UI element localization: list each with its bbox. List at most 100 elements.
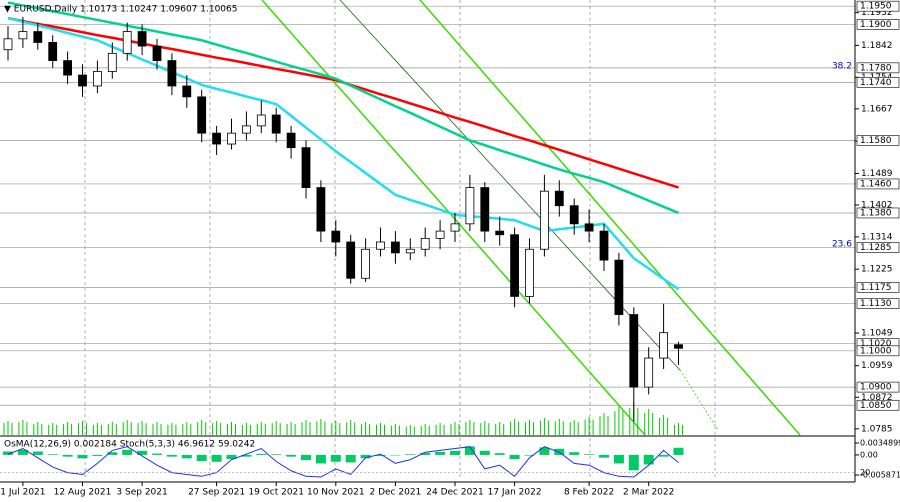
y-tick-label: 1.1314 [861,232,893,242]
channel-line [419,0,801,436]
x-tick-label: 10 Nov 2021 [307,488,365,498]
osma-bar [256,453,267,455]
osma-bar [286,454,297,457]
plot [3,1,684,478]
indicator-title: OsMA(12,26,9) 0.002184 Stoch(5,3,3) 46.9… [4,440,255,450]
osma-bar [628,454,639,471]
osma-bar [673,447,684,455]
x-tick-label: 12 Aug 2021 [54,488,112,498]
candle-body [78,74,87,87]
level-box [856,381,900,393]
level-label: 1.1950 [860,2,892,12]
candle-body [137,31,147,47]
y-tick-label: 1.1932 [861,8,893,18]
x-tick-label: 19 Oct 2021 [248,488,304,498]
x-tick-label: 1 Jul 2021 [0,488,45,498]
y-tick-label: 1.1225 [861,265,893,275]
trend-lines [261,0,801,436]
osma-bar [435,451,446,455]
x-tick-label: 2 Mar 2022 [623,488,674,498]
level-box [856,282,900,293]
osma-bar [137,450,148,455]
candle-body [167,60,177,87]
osma-bar [658,454,669,457]
level-label: 1.1580 [860,136,892,146]
candle-body [644,357,654,388]
level-box [856,178,900,190]
osma-bar [613,454,624,464]
osma-bar [464,446,475,455]
level-label: 1.0850 [860,401,892,411]
osma-bar [375,454,386,456]
osma-bar [92,454,103,456]
osma-bar [62,454,73,457]
osma-bar [152,453,162,455]
chart-title: ▼ EURUSD,Daily 1.10173 1.10247 1.09607 1… [4,5,238,15]
candle-body [405,248,415,254]
y-tick-label: 1.1667 [861,104,893,114]
fib-label: 23.6 [832,240,852,250]
candle-body [569,205,579,225]
x-tick-label: 17 Jan 2022 [488,488,542,498]
osma-bar [196,454,207,462]
candle-body [301,147,311,188]
level-label: 1.1780 [860,63,892,73]
osma-tick-label: -0.0058710 [860,471,900,480]
candle-body [525,248,534,297]
osma-bar [450,450,460,455]
y-tick-label: 1.1842 [861,41,893,51]
candle-body [584,223,594,232]
osma-bar [599,454,609,458]
candle-body [510,234,520,297]
osma-bar [405,454,416,455]
candle-body [256,114,266,127]
candle-body [495,230,505,236]
candle-body [376,241,385,250]
level-label: 1.1130 [860,299,892,309]
osma-bar [643,454,654,465]
candle-body [107,52,117,72]
x-tick-label: 2 Dec 2021 [370,488,422,498]
level-label: 1.1175 [860,283,892,293]
channel-line [261,0,646,436]
osma-bar [360,454,371,459]
osma-bar [569,452,580,455]
candle-body [346,241,356,279]
level-box [856,19,900,30]
osma-bar [271,454,282,455]
candle-body [271,114,281,134]
osma-bar [539,447,550,455]
x-tick-label: 27 Sep 2021 [188,488,245,498]
candle-body [420,237,430,250]
candle-body [316,187,326,232]
x-tick-label: 3 Sep 2021 [116,488,167,498]
candle-body [227,132,236,145]
moving-average [7,1,679,215]
osma-bar [330,454,341,462]
osma-bar [494,453,505,455]
osma-bar [420,452,431,455]
osma-bar [166,454,177,457]
level-box [856,135,900,146]
level-label: 1.1020 [860,339,892,349]
candle-body [599,230,609,261]
candle-body [614,259,624,315]
candle-body [18,31,28,40]
level-label: 1.1285 [860,243,892,253]
osma-bar [181,454,192,459]
level-box [856,62,900,74]
candle-body [241,125,251,134]
candle-body [33,31,43,43]
candle-body [122,31,132,54]
candle-body [212,132,222,145]
osma-bar [301,454,311,461]
level-label: 1.1740 [860,78,892,88]
osma-bar [390,454,401,456]
candle-body [450,223,460,232]
stoch-tick-label: 20 [860,468,870,477]
osma-bar [122,449,133,455]
y-tick-label: 1.1489 [861,169,893,179]
candle-body [3,38,13,51]
y-tick-label: 1.0872 [861,393,893,403]
